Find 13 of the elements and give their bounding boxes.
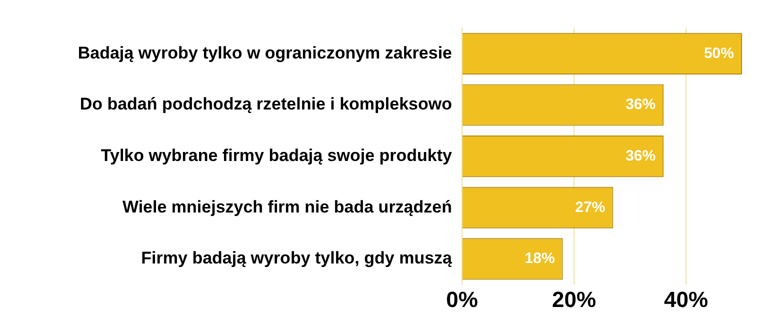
data-label: 27% <box>575 198 606 216</box>
data-label: 36% <box>626 147 656 164</box>
y-tick-label: Do badań podchodzą rzetelnie i kompleksowo <box>80 94 452 114</box>
y-tick-label: Tylko wybrane firmy badają swoje produkty <box>100 146 453 165</box>
y-tick-label: Wiele mniejszych firm nie bada urządzeń <box>122 197 452 216</box>
data-label: 50% <box>704 44 734 62</box>
x-tick-label: 40% <box>664 286 708 312</box>
y-tick-label: Firmy badają wyroby tylko, gdy muszą <box>141 248 453 268</box>
x-tick-label: 20% <box>552 286 596 312</box>
data-label: 36% <box>626 96 656 114</box>
x-tick-label: 0% <box>446 286 478 312</box>
y-tick-label: Badają wyroby tylko w ograniczonym zakresie <box>78 43 452 62</box>
data-label: 18% <box>524 250 555 268</box>
